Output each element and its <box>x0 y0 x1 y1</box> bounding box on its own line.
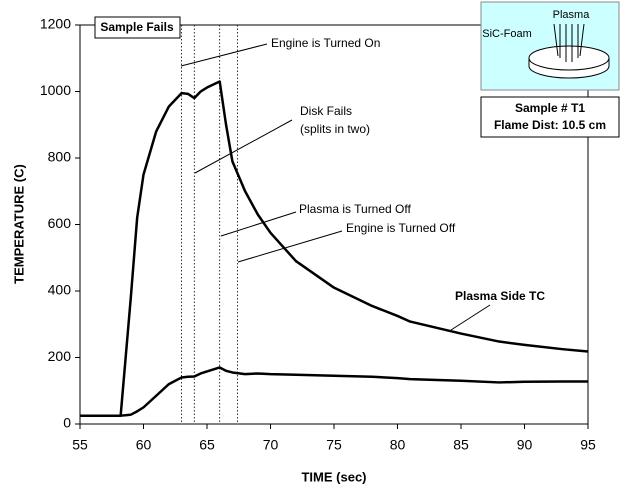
disk-top <box>528 45 610 71</box>
caption: Flame Dist: 10.5 cm <box>494 118 606 132</box>
x-tick-label: 60 <box>136 437 152 453</box>
x-tick-label: 95 <box>580 437 596 453</box>
series-label: Plasma Side TC <box>455 289 545 303</box>
series-line <box>80 366 588 417</box>
leaders <box>180 43 491 331</box>
annotation: Engine is Turned Off <box>346 221 456 235</box>
annotation: Plasma is Turned Off <box>299 202 411 216</box>
y-tick-label: 400 <box>48 282 72 298</box>
annotation: Engine is Turned On <box>271 36 380 50</box>
status-box <box>94 16 181 39</box>
annotation: (splits in two) <box>300 122 370 136</box>
inset: Plasma SiC-Foam Sample # T1 Flame Dist: … <box>480 1 620 138</box>
inset-label: Plasma <box>553 9 591 21</box>
x-tick-label: 90 <box>517 437 533 453</box>
y-tick-label: 800 <box>48 149 72 165</box>
y-axis-title: TEMPERATURE (C) <box>11 164 26 284</box>
y-tick-label: 600 <box>48 215 72 231</box>
caption-box <box>480 96 620 138</box>
caption: Sample # T1 <box>515 101 585 115</box>
x-tick-label: 85 <box>453 437 469 453</box>
y-tick-label: 1000 <box>40 82 71 98</box>
status-text: Sample Fails <box>100 20 174 34</box>
x-axis-title: TIME (sec) <box>301 469 366 484</box>
series-line <box>80 80 589 417</box>
x-tick-label: 80 <box>390 437 406 453</box>
x-tick-label: 65 <box>199 437 215 453</box>
y-tick-label: 0 <box>63 415 71 431</box>
x-tick-label: 55 <box>72 437 88 453</box>
y-tick-label: 200 <box>48 348 72 364</box>
plot-frame <box>79 24 589 425</box>
x-tick-label: 70 <box>263 437 279 453</box>
plasma-arrows <box>553 23 585 62</box>
inset-label: SiC-Foam <box>482 28 532 40</box>
y-tick-label: 1200 <box>40 16 71 32</box>
annotation: Disk Fails <box>300 104 352 118</box>
x-tick-label: 75 <box>326 437 342 453</box>
